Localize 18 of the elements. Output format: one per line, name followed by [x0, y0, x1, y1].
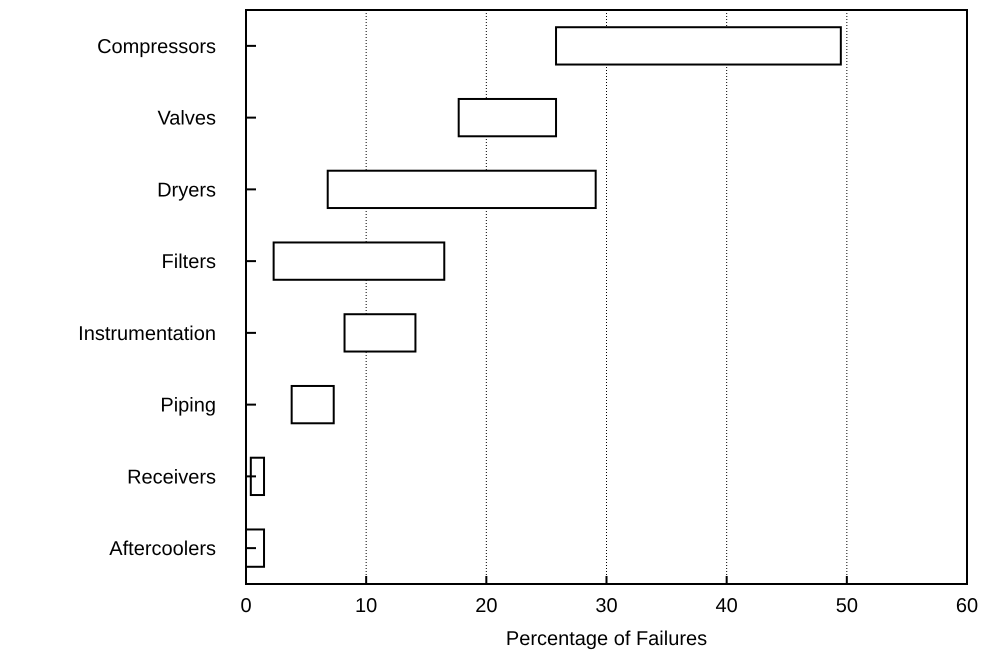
bar — [290, 384, 335, 424]
x-tick-label: 60 — [956, 595, 978, 617]
y-tick-label: Aftercoolers — [109, 538, 216, 560]
x-tick-label: 40 — [716, 595, 738, 617]
x-tick-label: 10 — [355, 595, 378, 617]
x-axis-title: Percentage of Failures — [506, 628, 708, 650]
y-tick-label: Filters — [162, 251, 216, 274]
x-tick-label: 20 — [475, 595, 498, 617]
y-tick-label: Instrumentation — [78, 322, 216, 345]
y-tick-label: Compressors — [97, 36, 216, 58]
x-tick-label: 30 — [595, 595, 618, 617]
y-tick-label: Valves — [157, 108, 216, 130]
x-tick-label: 0 — [240, 595, 252, 617]
bar — [250, 456, 266, 496]
x-tick-label: 50 — [836, 595, 858, 617]
y-tick-label: Receivers — [127, 466, 216, 488]
y-tick-label: Piping — [160, 394, 216, 417]
y-tick-label: Dryers — [157, 179, 216, 202]
